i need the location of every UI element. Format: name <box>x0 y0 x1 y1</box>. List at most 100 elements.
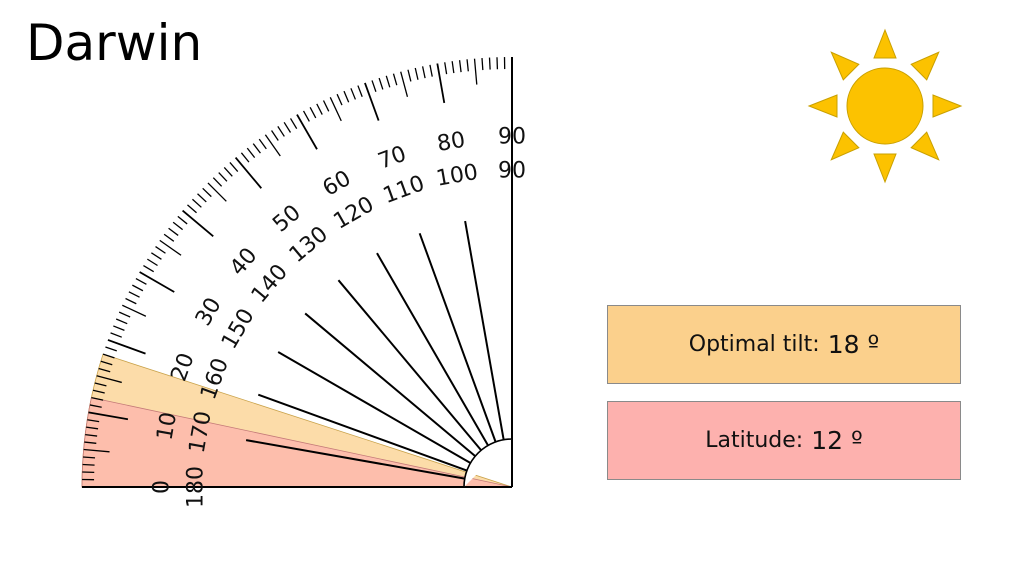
protractor-tick <box>414 67 419 80</box>
latitude-value: 12 º <box>811 426 863 455</box>
outer-scale-label: 70 <box>375 142 410 175</box>
protractor-tick <box>91 396 104 401</box>
outer-scale-label: 50 <box>268 200 306 237</box>
protractor-hub-arc <box>463 438 513 488</box>
inner-scale-label: 120 <box>330 192 379 235</box>
protractor-tick <box>283 121 292 133</box>
protractor-tick <box>322 100 330 112</box>
protractor-tick <box>336 93 343 106</box>
protractor-tick <box>246 147 256 159</box>
protractor-ray <box>418 232 497 443</box>
protractor-tick <box>146 258 158 267</box>
inner-scale-label: 180 <box>184 466 209 508</box>
protractor-tick <box>163 233 175 242</box>
protractor-tick <box>85 433 98 437</box>
protractor-tick <box>218 172 228 182</box>
protractor-tick <box>118 311 131 318</box>
protractor-tick <box>444 62 448 75</box>
sun-ray <box>873 28 897 59</box>
sun-ray <box>910 131 940 161</box>
inner-scale-label: 90 <box>498 159 526 184</box>
protractor-tick <box>107 339 146 355</box>
protractor-tick <box>329 97 342 122</box>
protractor-tick <box>197 193 207 203</box>
protractor-tick <box>343 90 350 103</box>
protractor-ray <box>257 393 468 472</box>
protractor-tick <box>159 239 182 256</box>
protractor-tick <box>371 80 377 92</box>
protractor-tick <box>378 77 384 90</box>
protractor-tick <box>481 58 484 71</box>
outer-scale-label: 40 <box>225 243 262 281</box>
protractor-tick <box>302 110 310 122</box>
protractor-tick <box>100 360 113 366</box>
sun-icon <box>807 28 963 184</box>
protractor-tick <box>135 277 147 285</box>
protractor-tick <box>177 215 188 225</box>
protractor-tick <box>125 297 137 305</box>
protractor-tick <box>115 318 128 325</box>
protractor-tick <box>473 58 478 85</box>
outer-scale-label: 10 <box>153 410 182 442</box>
outer-scale-label: 30 <box>191 294 227 331</box>
protractor-tick <box>207 182 227 202</box>
protractor-tick <box>316 103 323 115</box>
protractor-tick <box>252 143 261 154</box>
protractor-tick <box>258 138 267 150</box>
outer-scale-label: 90 <box>498 125 526 150</box>
protractor-tick <box>187 204 197 214</box>
protractor-tick <box>385 75 391 88</box>
protractor-tick <box>357 85 363 97</box>
outer-scale-label: 0 <box>150 480 175 494</box>
protractor-tick <box>128 291 140 298</box>
protractor-tick <box>271 130 279 141</box>
optimal-tilt-box: Optimal tilt: 18 º <box>607 305 961 384</box>
protractor-tick <box>88 411 129 421</box>
sun-ray <box>830 51 860 81</box>
protractor-tick <box>96 375 122 384</box>
protractor-tick <box>86 426 99 430</box>
protractor-tick <box>296 114 318 150</box>
protractor-tick <box>289 118 298 130</box>
sun-ray <box>873 153 897 184</box>
protractor-tick <box>139 271 175 293</box>
sun-ray <box>807 94 838 118</box>
protractor-ray <box>245 439 465 480</box>
protractor-tick <box>264 134 281 157</box>
protractor-tick <box>229 162 239 172</box>
sun-ray <box>830 131 860 161</box>
protractor-tick <box>92 389 105 394</box>
protractor-tick <box>132 284 144 292</box>
protractor-tick <box>89 404 102 408</box>
protractor-tick <box>98 367 111 373</box>
protractor-tick <box>240 152 250 163</box>
protractor-tick <box>105 346 117 352</box>
outer-scale-label: 60 <box>319 166 356 202</box>
protractor-tick <box>392 73 398 86</box>
protractor-ray <box>464 220 505 440</box>
protractor-tick <box>429 64 433 77</box>
protractor-ray <box>304 312 476 457</box>
protractor-tick <box>94 382 107 387</box>
protractor-tick <box>102 353 115 359</box>
protractor-tick <box>350 88 357 100</box>
protractor-tick <box>113 325 125 332</box>
protractor-tick <box>151 252 162 260</box>
protractor-ray <box>376 252 489 446</box>
optimal-tilt-label: Optimal tilt: <box>688 332 820 357</box>
sun-ray <box>932 94 963 118</box>
protractor-tick <box>82 463 95 466</box>
protractor-tick <box>192 198 202 208</box>
optimal-tilt-value: 18 º <box>827 330 880 359</box>
protractor-tick <box>212 177 223 187</box>
protractor-tick <box>421 66 426 79</box>
latitude-label: Latitude: <box>705 428 804 453</box>
protractor-tick <box>400 71 409 97</box>
protractor-tick <box>364 82 380 121</box>
protractor-tick <box>451 61 455 74</box>
protractor-tick <box>466 59 469 72</box>
protractor-tick <box>110 332 122 338</box>
outer-scale-label: 80 <box>435 128 467 157</box>
protractor-tick <box>87 419 100 423</box>
